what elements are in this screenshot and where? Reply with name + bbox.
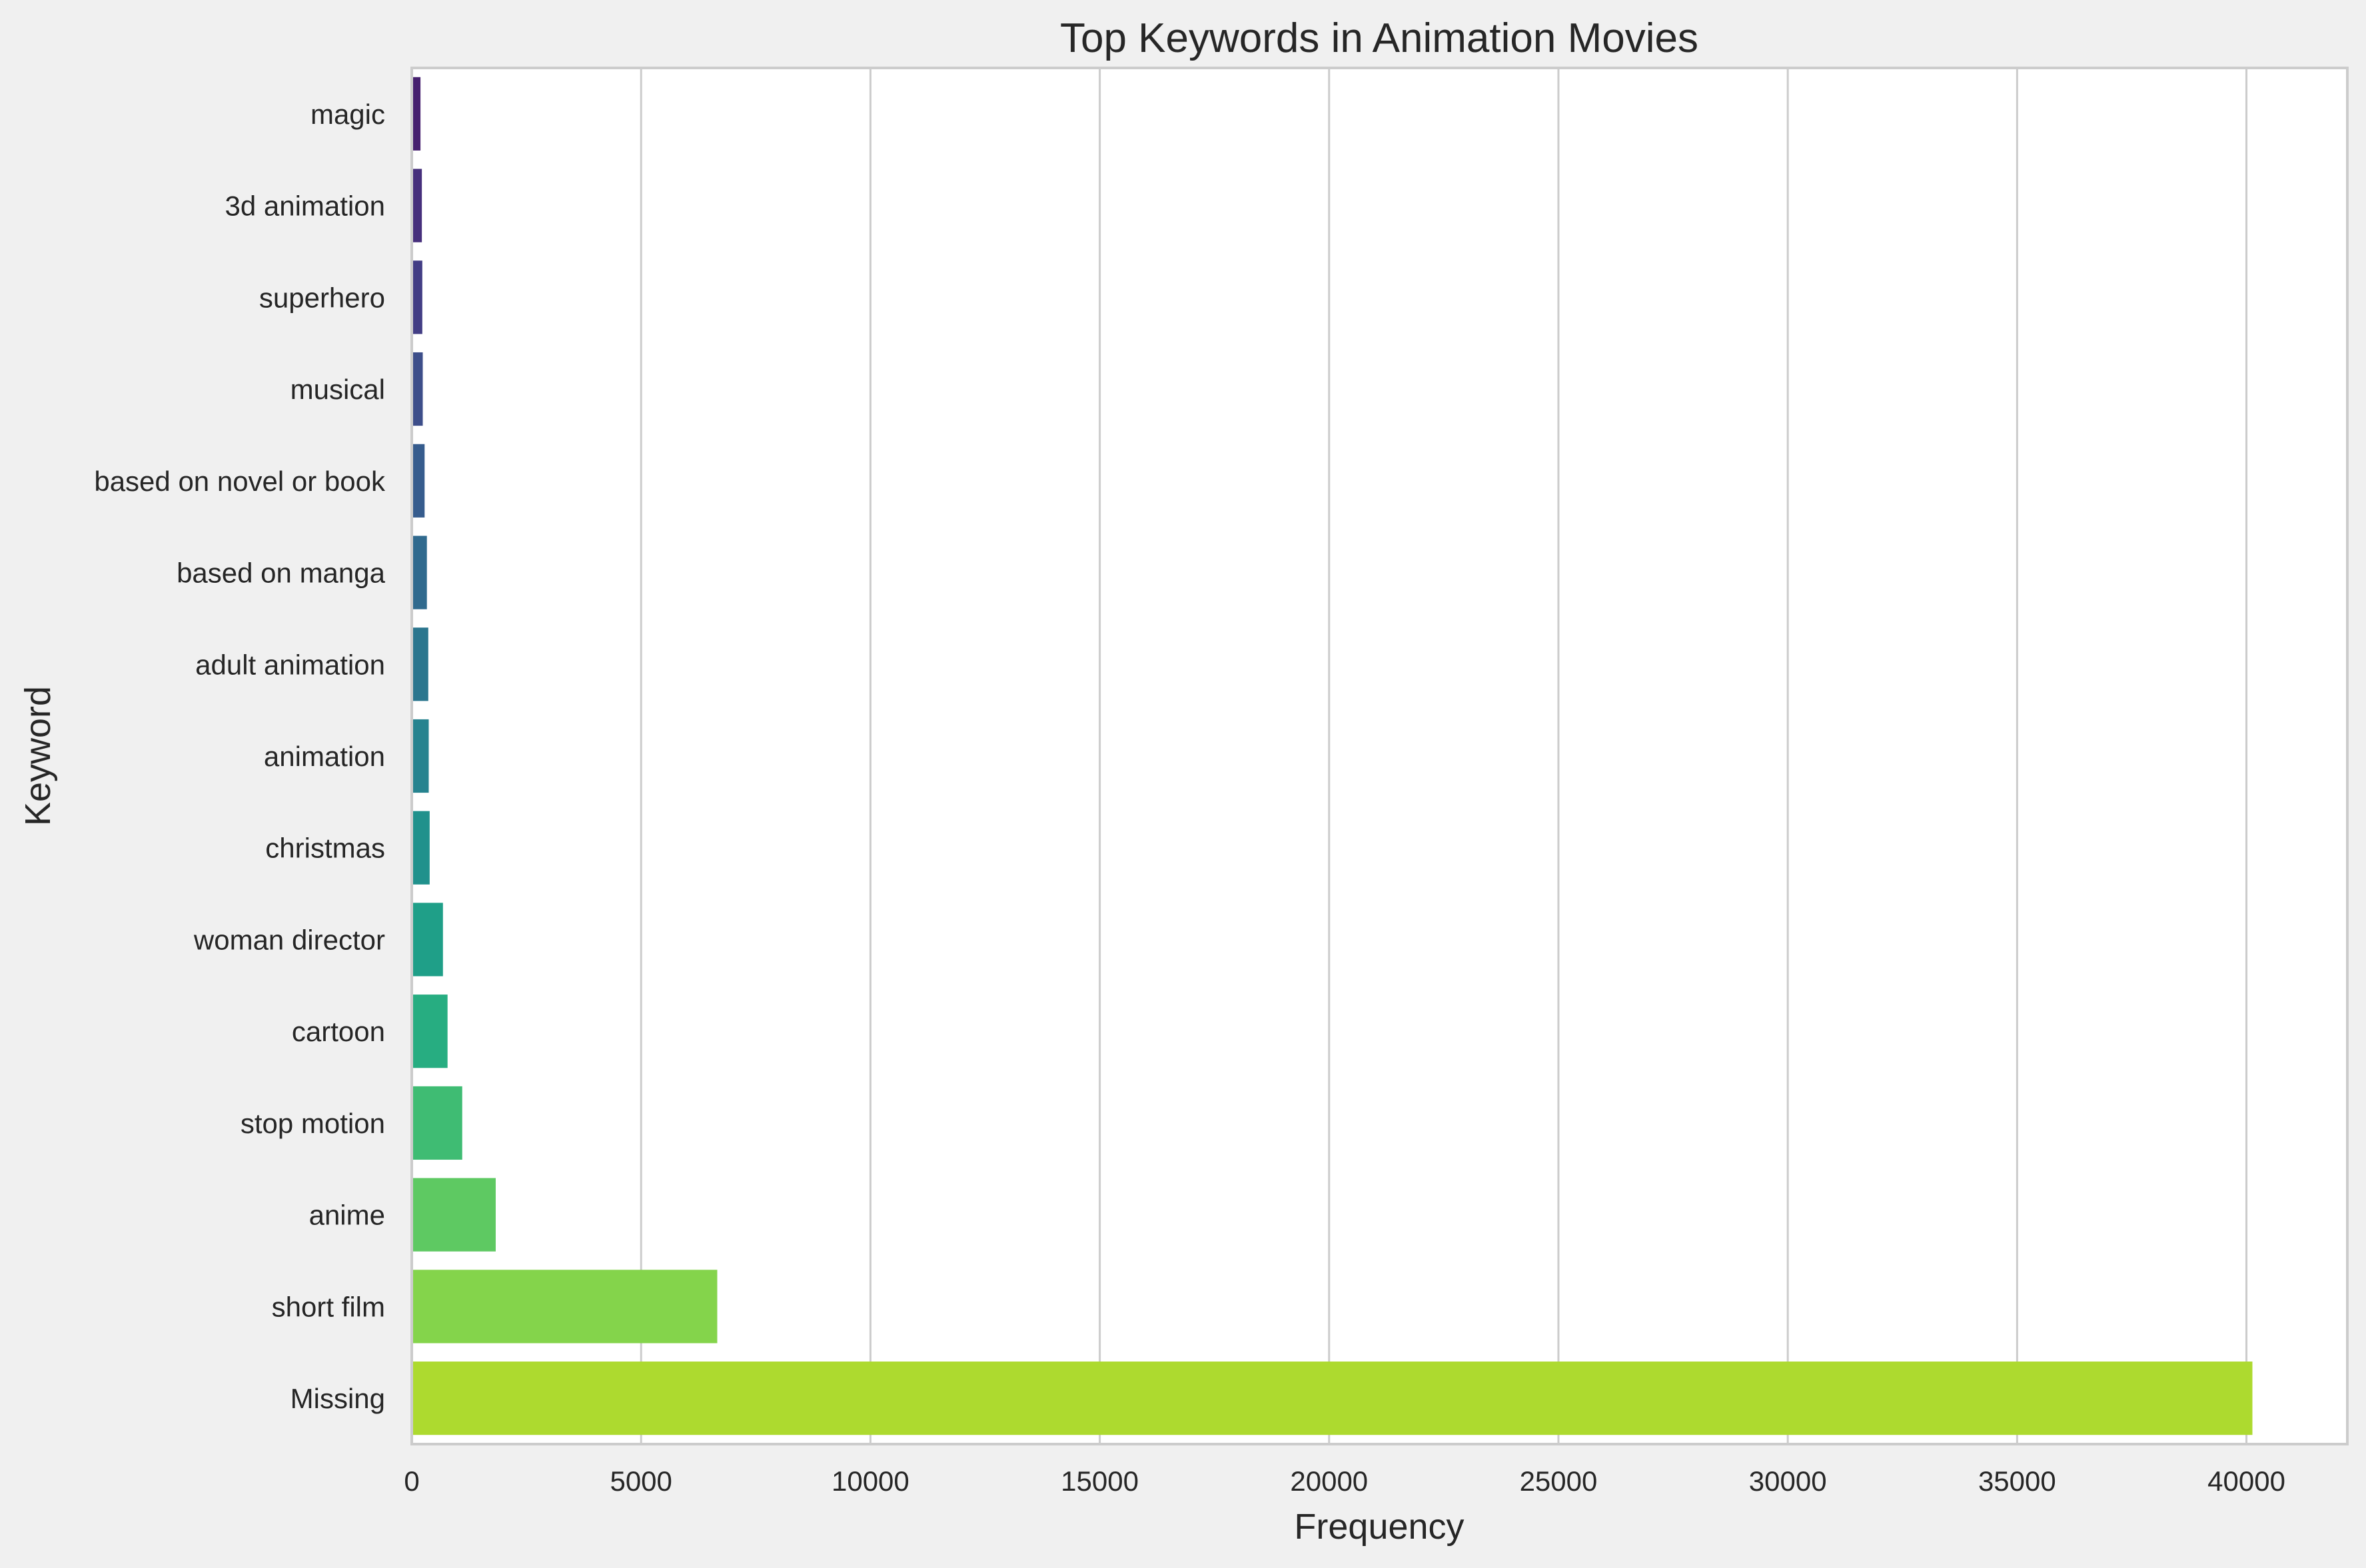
y-tick-label: short film <box>272 1291 385 1322</box>
bar-superhero <box>412 260 422 334</box>
bar-anime <box>412 1178 496 1252</box>
bar-stop-motion <box>412 1086 462 1160</box>
y-tick-label: based on manga <box>177 558 386 589</box>
x-tick-label: 25000 <box>1520 1465 1598 1497</box>
x-tick-label: 30000 <box>1749 1465 1827 1497</box>
x-tick-label: 5000 <box>610 1465 672 1497</box>
bar-based-on-novel-or-book <box>412 444 425 518</box>
x-tick-label: 20000 <box>1290 1465 1368 1497</box>
bar-cartoon <box>412 994 448 1068</box>
y-tick-label: cartoon <box>292 1016 385 1047</box>
y-tick-label: superhero <box>259 282 385 313</box>
y-tick-label: based on novel or book <box>94 466 386 497</box>
y-tick-label: woman director <box>193 924 385 955</box>
bar-magic <box>412 77 421 151</box>
y-tick-label: musical <box>291 374 385 405</box>
y-tick-label: christmas <box>265 833 385 864</box>
bar-based-on-manga <box>412 536 427 609</box>
bar-missing <box>412 1362 2253 1435</box>
bar-adult-animation <box>412 627 428 701</box>
x-tick-labels: 0 5000 10000 15000 20000 25000 30000 35000 40000 <box>404 1465 2285 1497</box>
y-tick-label: magic <box>310 99 385 130</box>
chart-title: Top Keywords in Animation Movies <box>1060 15 1698 61</box>
y-tick-label: Missing <box>291 1383 385 1414</box>
x-tick-label: 40000 <box>2207 1465 2285 1497</box>
y-axis-label: Keyword <box>18 686 58 826</box>
x-tick-label: 0 <box>404 1465 419 1497</box>
bar-musical <box>412 352 423 426</box>
bar-christmas <box>412 811 430 885</box>
y-tick-label: animation <box>264 741 385 772</box>
y-tick-label: stop motion <box>241 1108 385 1139</box>
y-tick-label: adult animation <box>195 649 385 680</box>
x-axis-label: Frequency <box>1294 1507 1464 1547</box>
plot-frame <box>410 67 2349 1445</box>
y-tick-labels: magic 3d animation superhero musical based o… <box>94 99 386 1414</box>
bar-3d-animation <box>412 169 422 242</box>
bar-woman-director <box>412 903 443 977</box>
x-tick-label: 15000 <box>1061 1465 1139 1497</box>
bars <box>412 77 2253 1435</box>
plot-area <box>412 68 2347 1444</box>
x-tick-label: 10000 <box>832 1465 909 1497</box>
bar-animation <box>412 719 429 793</box>
x-tick-label: 35000 <box>1978 1465 2056 1497</box>
y-tick-label: 3d animation <box>225 191 386 222</box>
bar-short-film <box>412 1270 718 1344</box>
y-tick-label: anime <box>309 1200 385 1231</box>
